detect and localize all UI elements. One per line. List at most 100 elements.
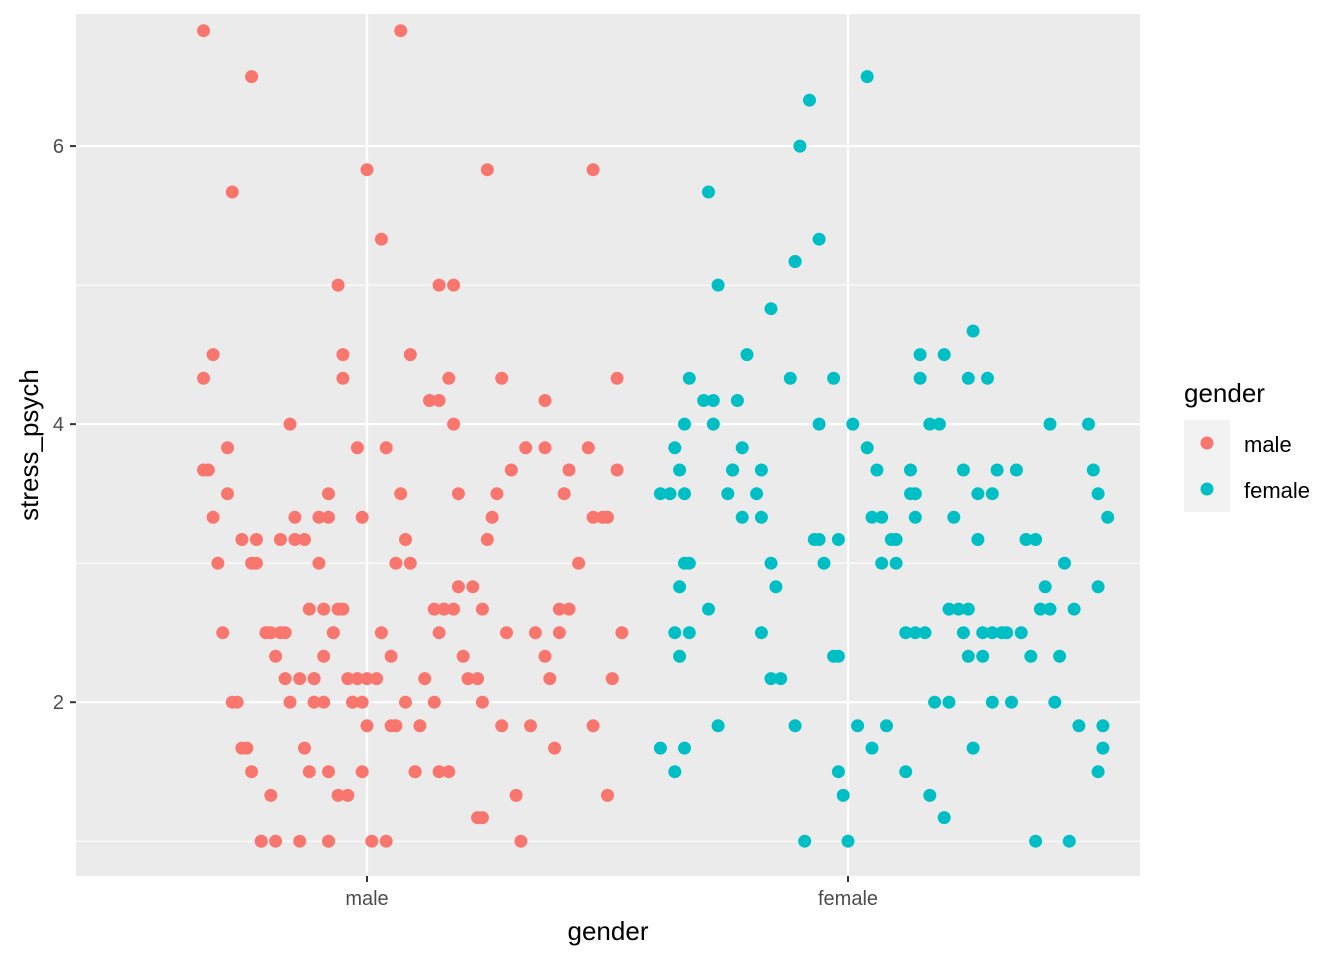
data-point-male (485, 510, 499, 524)
data-point-female (678, 741, 691, 755)
data-point-female (764, 556, 778, 570)
data-point-female (706, 417, 720, 431)
data-point-male (466, 580, 480, 594)
data-point-female (750, 487, 764, 501)
data-point-male (538, 441, 552, 455)
data-point-female (812, 417, 826, 431)
data-point-male (432, 626, 446, 640)
data-point-female (904, 463, 917, 477)
data-point-male (475, 811, 489, 825)
data-point-female (711, 719, 725, 733)
data-point-male (331, 788, 345, 802)
data-point-male (552, 602, 566, 616)
data-point-female (899, 765, 913, 779)
data-point-male (374, 232, 388, 246)
data-point-female (961, 649, 975, 663)
data-point-male (336, 348, 350, 362)
data-point-female (769, 580, 783, 594)
data-point-male (432, 394, 446, 407)
data-point-female (764, 672, 778, 686)
data-point-female (1067, 602, 1081, 616)
data-point-female (1009, 463, 1023, 477)
data-point-male (519, 441, 533, 455)
data-point-male (221, 487, 234, 501)
data-point-male (456, 649, 470, 663)
data-point-male (249, 533, 263, 546)
data-point-female (875, 510, 889, 524)
data-point-male (269, 834, 283, 848)
y-axis-title: stress_psych (14, 369, 44, 521)
data-point-male (605, 672, 619, 686)
data-point-male (509, 788, 523, 802)
data-point-female (788, 255, 802, 268)
data-point-female (831, 765, 845, 779)
y-axis-tick-labels: 2 4 6 (53, 136, 64, 714)
data-point-female (798, 834, 812, 848)
data-point-male (475, 695, 489, 709)
data-point-male (221, 441, 234, 455)
data-point-female (961, 602, 975, 616)
data-point-male (206, 510, 220, 524)
data-point-female (1043, 417, 1057, 431)
data-point-male (317, 602, 331, 616)
data-point-female (831, 649, 845, 663)
data-point-female (754, 510, 768, 524)
data-point-male (201, 463, 215, 477)
data-point-female (1082, 417, 1095, 431)
data-point-male (480, 533, 494, 546)
data-point-male (269, 649, 283, 663)
data-point-female (956, 463, 970, 477)
data-point-female (976, 649, 990, 663)
data-point-male (586, 510, 600, 524)
data-point-male (601, 510, 614, 524)
data-point-male (278, 626, 292, 640)
data-point-female (673, 649, 687, 663)
data-point-male (355, 510, 369, 524)
data-point-female (1053, 649, 1067, 663)
data-point-male (240, 741, 254, 755)
data-point-female (1096, 719, 1110, 733)
x-axis-tick-labels: male female (345, 888, 878, 910)
data-point-male (317, 695, 331, 709)
data-point-female (1029, 834, 1043, 848)
data-point-male (562, 602, 576, 616)
data-point-female (1029, 533, 1043, 546)
data-point-male (447, 417, 461, 431)
data-point-male (471, 672, 485, 686)
legend-marker-female (1200, 482, 1214, 496)
data-point-female (875, 556, 889, 570)
data-point-male (610, 371, 624, 385)
data-point-female (985, 695, 999, 709)
data-point-female (908, 626, 922, 640)
data-point-female (971, 487, 985, 501)
data-point-male (298, 741, 311, 755)
data-point-male (302, 602, 316, 616)
data-point-female (956, 626, 970, 640)
x-tick-label-male: male (345, 888, 388, 910)
data-point-male (442, 765, 456, 779)
data-point-female (923, 788, 937, 802)
data-point-female (673, 463, 687, 477)
axis-ticks (70, 145, 849, 882)
data-point-male (427, 602, 441, 616)
data-point-male (514, 834, 528, 848)
data-point-female (1091, 580, 1105, 594)
data-point-male (403, 348, 417, 362)
data-point-male (586, 163, 600, 177)
data-point-male (298, 533, 311, 546)
data-point-female (1043, 602, 1057, 616)
data-point-male (346, 695, 360, 709)
data-point-female (937, 348, 951, 362)
data-point-female (1005, 695, 1018, 709)
data-point-male (225, 185, 239, 199)
data-point-male (283, 695, 297, 709)
data-point-male (307, 695, 321, 709)
data-point-male (562, 463, 576, 477)
data-point-male (413, 719, 427, 733)
data-point-female (788, 719, 802, 733)
data-point-female (1096, 741, 1110, 755)
data-point-male (389, 719, 403, 733)
data-point-female (860, 441, 874, 455)
data-point-female (730, 394, 744, 407)
data-point-female (966, 324, 980, 338)
